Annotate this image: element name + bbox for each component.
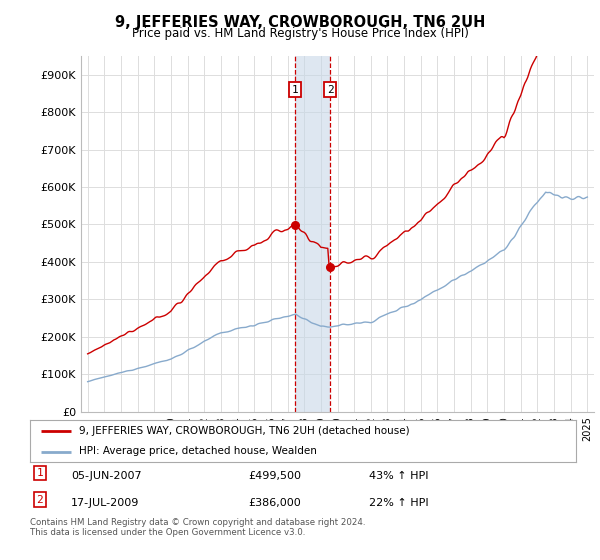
Bar bbox=[295, 56, 330, 412]
Text: 1: 1 bbox=[292, 85, 298, 95]
Text: Price paid vs. HM Land Registry's House Price Index (HPI): Price paid vs. HM Land Registry's House … bbox=[131, 27, 469, 40]
Text: 43% ↑ HPI: 43% ↑ HPI bbox=[368, 471, 428, 481]
Text: 9, JEFFERIES WAY, CROWBOROUGH, TN6 2UH: 9, JEFFERIES WAY, CROWBOROUGH, TN6 2UH bbox=[115, 15, 485, 30]
Text: £499,500: £499,500 bbox=[248, 471, 301, 481]
Text: £386,000: £386,000 bbox=[248, 498, 301, 508]
Text: 05-JUN-2007: 05-JUN-2007 bbox=[71, 471, 142, 481]
Text: 22% ↑ HPI: 22% ↑ HPI bbox=[368, 498, 428, 508]
Text: 2: 2 bbox=[326, 85, 334, 95]
Text: 17-JUL-2009: 17-JUL-2009 bbox=[71, 498, 139, 508]
Text: 1: 1 bbox=[37, 468, 43, 478]
Text: 9, JEFFERIES WAY, CROWBOROUGH, TN6 2UH (detached house): 9, JEFFERIES WAY, CROWBOROUGH, TN6 2UH (… bbox=[79, 426, 410, 436]
Text: Contains HM Land Registry data © Crown copyright and database right 2024.
This d: Contains HM Land Registry data © Crown c… bbox=[30, 518, 365, 538]
Text: HPI: Average price, detached house, Wealden: HPI: Average price, detached house, Weal… bbox=[79, 446, 317, 456]
Text: 2: 2 bbox=[37, 494, 43, 505]
